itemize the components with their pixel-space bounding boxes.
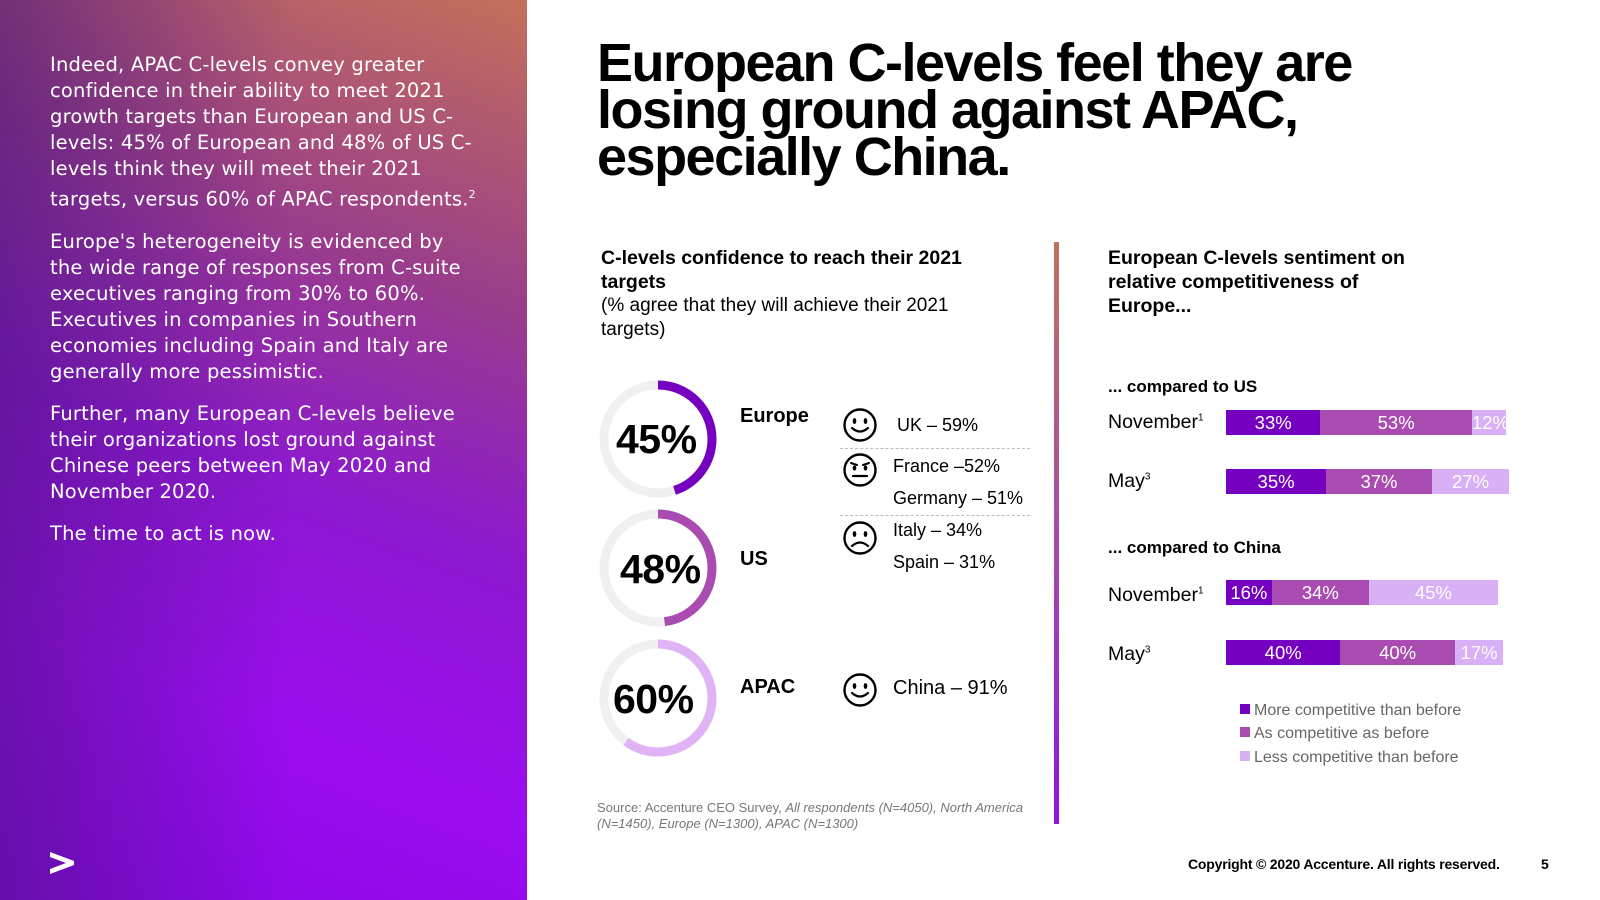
confidence-subtitle: (% agree that they will achieve their 20… — [601, 295, 949, 340]
smiley-face-icon — [843, 673, 877, 707]
row-label-us-november: November1 — [1108, 411, 1204, 434]
row-label-sup: 3 — [1144, 471, 1151, 483]
row-label-sup: 1 — [1197, 412, 1204, 424]
legend-item-more: More competitive than before — [1240, 702, 1461, 720]
legend-label: Less competitive than before — [1254, 749, 1459, 766]
row-label-sup: 3 — [1144, 644, 1151, 656]
bar-segment-more: 33% — [1226, 410, 1321, 435]
left-text-block: Indeed, APAC C-levels convey greater con… — [50, 52, 480, 563]
bar-segment-as: 34% — [1271, 580, 1369, 605]
donut-arc-us — [599, 509, 717, 627]
sentiment-chart-title: European C-levels sentiment on relative … — [1108, 247, 1405, 317]
row-label-text: November — [1108, 584, 1198, 606]
paragraph-2: Europe's heterogeneity is evidenced by t… — [50, 229, 461, 383]
bar-segment-less: 12% — [1471, 410, 1507, 435]
paragraph-1-text: Indeed, APAC C-levels convey greater con… — [50, 53, 472, 211]
region-label-us: US — [740, 548, 768, 570]
donut-apac-value: 60% — [613, 676, 694, 722]
section-divider — [1054, 242, 1059, 824]
region-label-apac: APAC — [740, 676, 796, 698]
smiley-face-icon — [843, 408, 877, 442]
row-label-china-november: November1 — [1108, 584, 1204, 607]
country-italy: Italy – 34% — [893, 520, 983, 540]
bar-segment-less: 17% — [1454, 640, 1504, 665]
row-label-china-may: May3 — [1108, 643, 1150, 666]
group-label-us: ... compared to US — [1108, 377, 1258, 396]
bar-segment-as: 40% — [1340, 640, 1455, 665]
row-label-us-may: May3 — [1108, 470, 1150, 493]
legend-item-as: As competitive as before — [1240, 725, 1429, 743]
donut-europe: 45% — [596, 377, 720, 501]
bar-segment-more: 40% — [1226, 640, 1341, 665]
page-title: European C-levels feel they are losing g… — [597, 33, 1353, 187]
legend-swatch — [1240, 751, 1250, 761]
legend-label: As competitive as before — [1254, 725, 1430, 742]
paragraph-1: Indeed, APAC C-levels convey greater con… — [50, 52, 480, 213]
country-uk: UK – 59% — [897, 415, 979, 435]
accenture-logo-icon — [50, 852, 74, 874]
paragraph-4: The time to act is now. — [50, 521, 277, 545]
country-china: China – 91% — [893, 677, 1008, 699]
legend-swatch — [1240, 704, 1250, 714]
donut-apac-chart — [599, 639, 717, 757]
row-label-text: May — [1108, 470, 1145, 492]
donut-us-value: 48% — [620, 546, 701, 592]
legend-item-less: Less competitive than before — [1240, 749, 1459, 767]
bar-us-november: 33% 53% 12% — [1226, 410, 1507, 435]
source-prefix: Source: Accenture CEO Survey, — [597, 800, 786, 815]
country-germany: Germany – 51% — [893, 488, 1024, 508]
confidence-title: C-levels confidence to reach their 2021 … — [601, 247, 962, 293]
donut-us-chart — [599, 509, 717, 627]
legend-swatch — [1240, 727, 1250, 737]
page-number: 5 — [1541, 856, 1549, 872]
source-note: Source: Accenture CEO Survey, All respon… — [597, 800, 1027, 832]
row-label-text: May — [1108, 643, 1145, 665]
row-label-text: November — [1108, 411, 1198, 433]
neutral-face-icon — [843, 453, 877, 487]
divider-dashed — [840, 448, 1030, 449]
donut-arc-europe — [599, 380, 717, 498]
legend-label: More competitive than before — [1254, 702, 1462, 719]
bar-us-may: 35% 37% 27% — [1226, 469, 1510, 494]
region-label-europe: Europe — [740, 405, 809, 427]
bar-segment-less: 27% — [1431, 469, 1510, 494]
paragraph-3: Further, many European C-levels believe … — [50, 401, 455, 503]
copyright-notice: Copyright © 2020 Accenture. All rights r… — [1188, 856, 1500, 872]
country-spain: Spain – 31% — [893, 552, 996, 572]
divider-dashed — [840, 515, 1030, 516]
bar-china-may: 40% 40% 17% — [1226, 640, 1504, 665]
sad-face-icon — [843, 521, 877, 555]
bar-segment-less: 45% — [1368, 580, 1498, 605]
bar-segment-more: 35% — [1226, 469, 1327, 494]
donut-europe-value: 45% — [616, 416, 697, 462]
footnote-ref: 2 — [468, 188, 476, 201]
bar-china-november: 16% 34% 45% — [1226, 580, 1498, 605]
donut-apac: 60% — [596, 636, 720, 760]
country-france: France –52% — [893, 456, 1001, 476]
bar-segment-as: 53% — [1320, 410, 1472, 435]
bar-segment-as: 37% — [1326, 469, 1432, 494]
source-detail: All respondents (N=4050), North America … — [597, 800, 1023, 831]
donut-us: 48% — [596, 506, 720, 630]
left-panel: Indeed, APAC C-levels convey greater con… — [0, 0, 527, 900]
row-label-sup: 1 — [1197, 585, 1204, 597]
confidence-chart-title: C-levels confidence to reach their 2021 … — [601, 246, 981, 342]
donut-europe-chart — [599, 380, 717, 498]
group-label-china: ... compared to China — [1108, 538, 1281, 557]
bar-segment-more: 16% — [1226, 580, 1272, 605]
donut-arc-apac — [599, 639, 717, 757]
